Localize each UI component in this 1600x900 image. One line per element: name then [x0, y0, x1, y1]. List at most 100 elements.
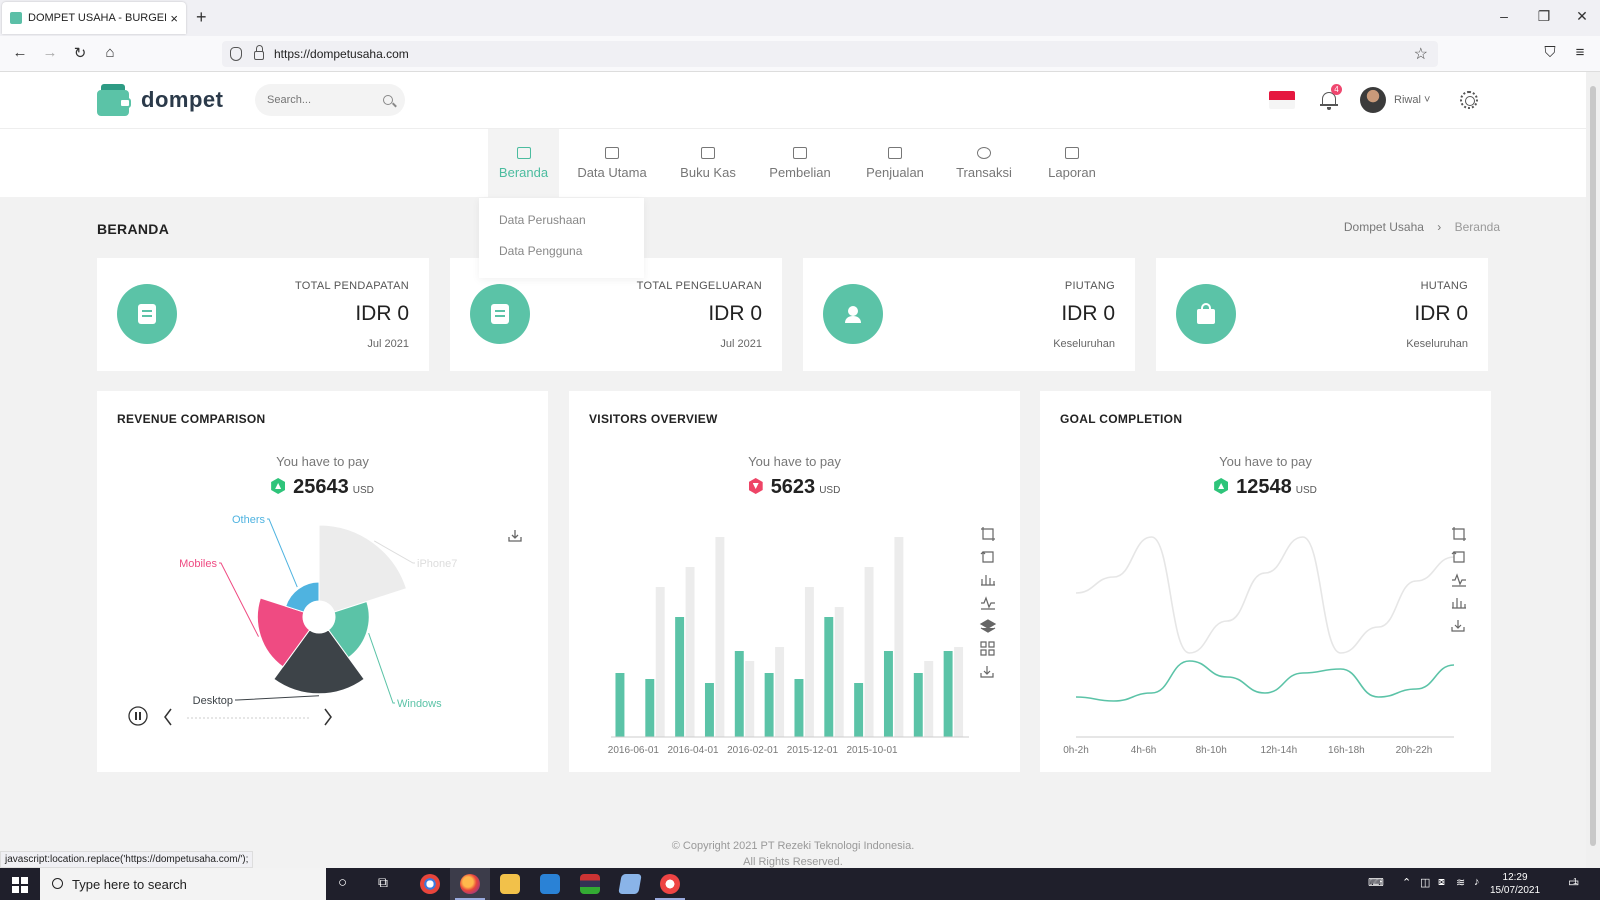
keyboard-icon[interactable]: ⌨ [1368, 877, 1384, 889]
indonesia-flag-icon[interactable] [1269, 91, 1295, 109]
gear-icon[interactable] [1460, 91, 1478, 109]
bar [883, 651, 893, 737]
line-chart-icon[interactable] [981, 596, 995, 610]
chrome-icon[interactable] [420, 874, 440, 894]
zoom-reset-icon[interactable] [980, 551, 994, 563]
revenue-comparison-card: REVENUE COMPARISON You have to pay 25643… [97, 391, 548, 772]
menu-icon[interactable]: ≡ [1575, 44, 1585, 61]
restore-icon[interactable]: ❐ [1537, 8, 1551, 24]
avatar[interactable] [1360, 87, 1386, 113]
nav-beranda[interactable]: Beranda [488, 129, 559, 197]
url-bar[interactable]: https://dompetusaha.com ☆ [222, 41, 1438, 67]
bar [734, 651, 744, 737]
stack-icon[interactable] [979, 619, 997, 633]
notepad-icon[interactable] [618, 874, 642, 894]
bag-icon [888, 146, 902, 159]
windows-start-icon[interactable] [12, 877, 28, 893]
file-explorer-icon[interactable] [500, 874, 520, 894]
status-url: javascript:location.replace('https://dom… [0, 851, 254, 868]
bar-chart-icon[interactable] [1452, 598, 1466, 609]
firefox-icon[interactable] [460, 874, 480, 894]
target-icon [977, 146, 991, 159]
bookmark-star-icon[interactable]: ☆ [1413, 46, 1428, 63]
x-tick-label: 2016-06-01 [608, 745, 660, 756]
monitor-icon [516, 146, 531, 159]
nav-transaksi[interactable]: Transaksi [952, 129, 1016, 197]
rose-pie-chart: iPhone7 Windows Desktop Mobiles Others [128, 514, 522, 726]
tray-app-icon[interactable]: ◫ [1420, 877, 1431, 889]
photos-icon[interactable] [540, 874, 560, 894]
dropdown-item-data-perusahaan[interactable]: Data Perushaan [499, 213, 586, 227]
line-series [1075, 660, 1455, 702]
nav-buku-kas[interactable]: Buku Kas [674, 129, 742, 197]
browser-tab[interactable]: DOMPET USAHA - BURGER HUB × [2, 2, 186, 34]
tray-app-icon-2[interactable]: ⧇ [1438, 876, 1445, 888]
lock-icon[interactable] [254, 45, 264, 60]
nav-penjualan[interactable]: Penjualan [860, 129, 930, 197]
new-tab-button[interactable]: + [196, 7, 207, 27]
app-header: dompet 4 Riwal ˅ [0, 72, 1586, 129]
bar [715, 537, 725, 737]
dropdown-item-data-pengguna[interactable]: Data Pengguna [499, 244, 583, 258]
pie-label: Desktop [193, 695, 233, 707]
pie-label-line [374, 540, 415, 564]
logo-text: dompet [141, 87, 224, 112]
bar-chart-icon[interactable] [981, 575, 995, 586]
url-text[interactable]: https://dompetusaha.com [274, 47, 409, 61]
pocket-icon[interactable]: ⛉ [1544, 44, 1556, 61]
footer-rights: All Rights Reserved. [743, 856, 843, 868]
pay-amount: 25643 USD [97, 476, 548, 499]
download-icon[interactable] [1451, 620, 1465, 632]
app-icon-1[interactable] [580, 874, 600, 894]
window-close-icon[interactable]: ✕ [1576, 8, 1588, 24]
reload-icon[interactable]: ↻ [73, 45, 87, 62]
home-icon[interactable]: ⌂ [105, 44, 115, 61]
wifi-icon[interactable]: ≋ [1456, 877, 1466, 889]
goal-completion-card: GOAL COMPLETION You have to pay 12548 USD… [1040, 391, 1491, 772]
breadcrumb-home[interactable]: Dompet Usaha [1343, 220, 1424, 234]
page-scrollbar[interactable] [1586, 72, 1600, 868]
download-icon[interactable] [508, 530, 522, 542]
clock[interactable]: 12:29 15/07/2021 [1490, 871, 1540, 897]
card-title: GOAL COMPLETION [1060, 412, 1183, 426]
clock-date: 15/07/2021 [1490, 885, 1541, 896]
pie-slice [273, 629, 365, 695]
download-icon[interactable] [980, 666, 994, 678]
goal-line-chart: 0h-2h 4h-6h 8h-10h 12h-14h 16h-18h 20h-22h [1063, 527, 1466, 756]
task-view-icon[interactable]: ⧉ [378, 874, 388, 890]
nav-pembelian[interactable]: Pembelian [764, 129, 836, 197]
user-menu[interactable]: Riwal ˅ [1394, 94, 1431, 106]
search-input[interactable] [267, 94, 377, 106]
next-arrow-icon[interactable] [324, 708, 332, 726]
zoom-reset-icon[interactable] [1451, 551, 1465, 563]
shield-icon[interactable] [230, 47, 242, 61]
forward-icon[interactable]: → [42, 44, 58, 61]
app-icon-2[interactable] [660, 874, 680, 894]
zoom-icon[interactable] [981, 527, 995, 541]
volume-icon[interactable]: ♪ [1474, 876, 1480, 888]
back-icon[interactable]: ← [12, 44, 28, 61]
pause-button[interactable] [128, 706, 148, 726]
page-title: BERANDA [97, 221, 170, 237]
notification-badge: 4 [1331, 84, 1342, 95]
scrollbar-thumb[interactable] [1590, 86, 1596, 846]
logo[interactable]: dompet [97, 84, 223, 116]
taskbar-search[interactable]: Type here to search [40, 868, 326, 900]
cortana-icon[interactable]: ○ [338, 874, 348, 891]
nav-laporan[interactable]: Laporan [1040, 129, 1104, 197]
prev-arrow-icon[interactable] [164, 708, 172, 726]
user-icon [823, 284, 883, 344]
tray-chevron-icon[interactable]: ⌃ [1402, 877, 1412, 889]
search-icon[interactable] [383, 95, 393, 105]
amount-currency: USD [352, 485, 374, 496]
bell-icon[interactable] [1320, 89, 1338, 111]
zoom-icon[interactable] [1452, 527, 1466, 541]
line-chart-icon[interactable] [1452, 573, 1466, 587]
nav-data-utama[interactable]: Data Utama [572, 129, 652, 197]
bar [615, 673, 625, 737]
x-tick-label: 2015-10-01 [846, 745, 898, 756]
tiled-icon[interactable] [980, 641, 995, 656]
minimize-icon[interactable]: – [1500, 8, 1508, 24]
notification-center-icon[interactable]: ▭ [1568, 875, 1580, 889]
tab-close-button[interactable]: × [170, 10, 178, 26]
